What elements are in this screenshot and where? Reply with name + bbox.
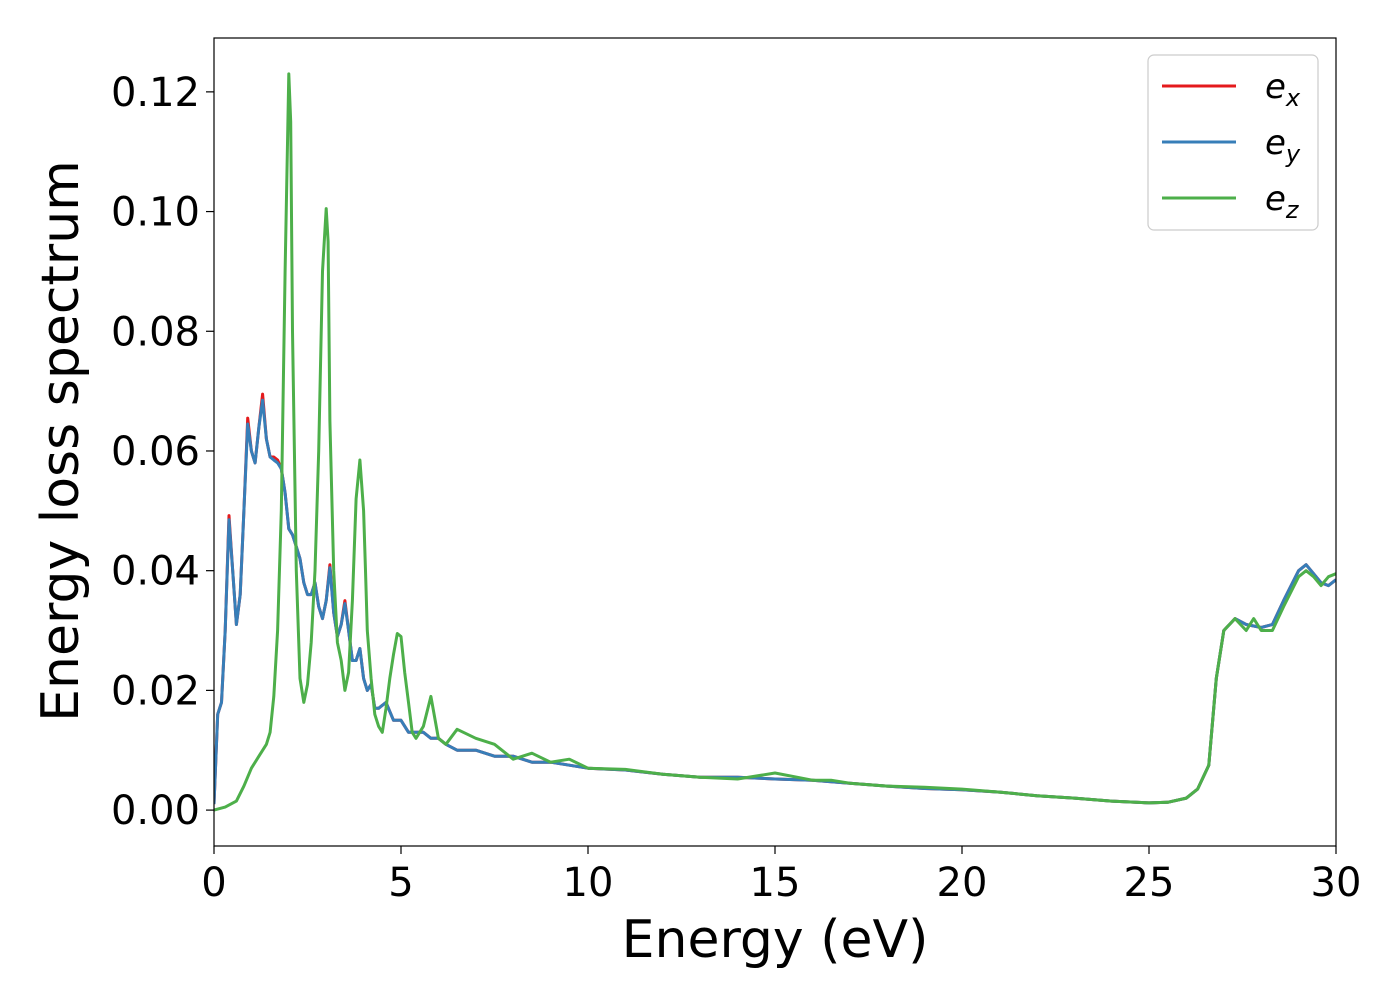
y-tick-label: 0.12 xyxy=(111,70,200,116)
x-tick-label: 0 xyxy=(201,860,226,906)
y-tick-label: 0.10 xyxy=(111,190,200,236)
legend-label-z: ez xyxy=(1265,179,1300,224)
x-tick-label: 15 xyxy=(750,860,801,906)
y-tick-label: 0.00 xyxy=(111,788,200,834)
y-tick-label: 0.08 xyxy=(111,309,200,355)
series-line-z xyxy=(214,72,1336,812)
x-axis-label: Energy (eV) xyxy=(622,910,929,970)
x-tick-label: 10 xyxy=(563,860,614,906)
y-tick-label: 0.04 xyxy=(111,549,200,595)
x-tick-label: 5 xyxy=(388,860,413,906)
x-tick-label: 20 xyxy=(937,860,988,906)
legend: ex ey ez xyxy=(1147,54,1319,231)
y-tick-label: 0.02 xyxy=(111,668,200,714)
y-tick-label: 0.06 xyxy=(111,429,200,475)
legend-label-y: ey xyxy=(1265,123,1301,168)
x-tick-label: 30 xyxy=(1311,860,1362,906)
plot-area xyxy=(214,72,1336,812)
x-tick-label: 25 xyxy=(1124,860,1175,906)
legend-label-x: ex xyxy=(1265,67,1301,112)
axes: 0 5 10 15 20 25 30 0.00 0.02 0.04 0.06 0.08 0.10 0.12 xyxy=(111,37,1362,906)
y-axis-label: Energy loss spectrum xyxy=(31,160,91,722)
